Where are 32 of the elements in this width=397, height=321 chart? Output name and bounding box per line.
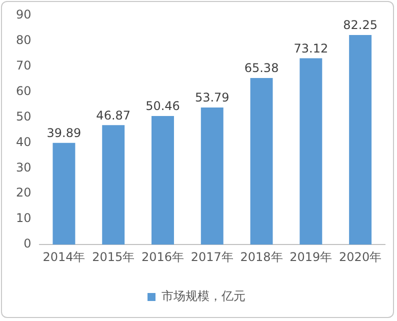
y-tick-label: 40 [16,134,32,149]
bar [152,116,174,245]
x-tick-label: 2018年 [240,250,283,264]
y-tick-label: 30 [16,160,32,174]
bar [52,142,76,245]
x-tick-label: 2015年 [92,250,135,264]
bar [349,34,372,245]
y-tick-label: 90 [16,7,32,22]
x-tick-label: 2016年 [141,250,184,264]
data-label: 46.87 [96,108,131,122]
x-tick-label: 2014年 [42,250,86,264]
bar [300,58,322,245]
y-tick-label: 10 [16,211,32,226]
data-label: 65.38 [244,61,279,76]
data-label: 53.79 [194,90,230,105]
x-tick-label: 2020年 [339,250,382,264]
data-label: 39.89 [46,126,82,140]
x-tick-label: 2019年 [290,250,332,264]
y-tick-label: 60 [16,84,32,98]
bar [200,107,224,245]
y-tick-label: 20 [16,186,32,200]
legend-label: 市场规模，亿元 [162,289,246,304]
y-tick-label: 50 [16,109,32,124]
x-tick-label: 2017年 [190,250,234,264]
data-label: 50.46 [146,99,180,114]
data-label: 73.12 [294,41,328,56]
y-tick-label: 80 [16,32,32,47]
y-tick-label: 0 [24,236,32,251]
y-tick-label: 70 [16,58,32,72]
bar [102,125,125,245]
data-label: 82.25 [343,18,378,32]
bar [250,78,273,245]
